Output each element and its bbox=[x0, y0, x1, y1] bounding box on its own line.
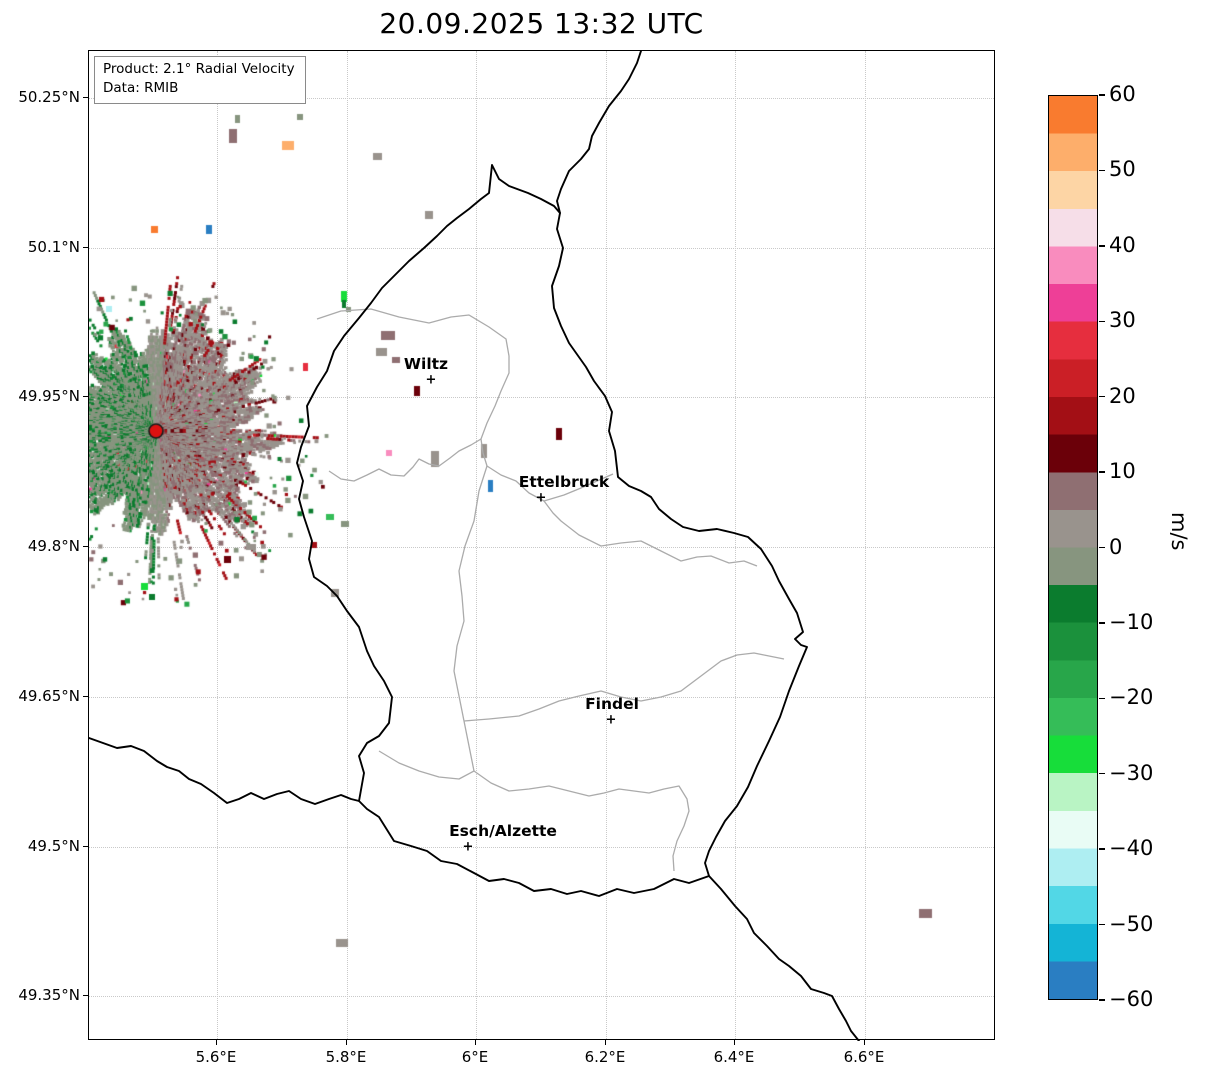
y-tick-mark bbox=[83, 846, 88, 848]
y-tick-mark bbox=[83, 396, 88, 398]
x-tick-label: 5.8°E bbox=[325, 1048, 367, 1066]
france-germany-border bbox=[708, 875, 860, 1041]
colorbar-tick-mark bbox=[1099, 923, 1105, 926]
colorbar-tick-mark bbox=[1099, 94, 1105, 96]
colorbar-tick-label: −60 bbox=[1109, 987, 1154, 1011]
y-tick-label: 49.35°N bbox=[18, 986, 80, 1004]
colorbar-tick-label: −10 bbox=[1109, 609, 1154, 634]
y-tick-mark bbox=[83, 247, 88, 249]
x-tick-mark bbox=[475, 1040, 477, 1045]
y-tick-label: 49.8°N bbox=[27, 537, 80, 555]
x-tick-mark bbox=[346, 1040, 348, 1045]
y-tick-label: 49.95°N bbox=[18, 387, 80, 405]
y-tick-mark bbox=[83, 995, 88, 997]
colorbar-tick-mark bbox=[1099, 395, 1105, 398]
canton-boundaries bbox=[316, 308, 785, 872]
colorbar-tick-label: −50 bbox=[1109, 911, 1154, 936]
x-tick-label: 6.6°E bbox=[843, 1048, 885, 1066]
colorbar-tick-label: 60 bbox=[1109, 82, 1136, 106]
colorbar-tick-mark bbox=[1099, 773, 1105, 775]
y-tick-label: 50.25°N bbox=[18, 88, 80, 106]
x-tick-mark bbox=[864, 1040, 866, 1045]
colorbar-tick-label: 50 bbox=[1109, 157, 1136, 182]
sure-river bbox=[328, 438, 482, 482]
colorbar-tick-mark bbox=[1099, 471, 1105, 473]
colorbar-tick-label: 0 bbox=[1109, 534, 1123, 559]
luxembourg-border bbox=[296, 164, 808, 897]
map-plot-area: + Wiltz + Ettelbruck + Findel + Esch/Alzette Pr… bbox=[88, 50, 996, 1041]
colorbar-tick-mark bbox=[1099, 622, 1105, 624]
belgium-france-border bbox=[89, 737, 360, 805]
y-tick-label: 50.1°N bbox=[27, 238, 80, 256]
colorbar-tick-label: 10 bbox=[1109, 459, 1136, 484]
colorbar-tick-label: −40 bbox=[1109, 836, 1154, 861]
colorbar-unit-label: m/s bbox=[1167, 512, 1191, 551]
x-tick-mark bbox=[734, 1040, 736, 1045]
radar-velocity-field bbox=[89, 51, 996, 1041]
y-tick-mark bbox=[83, 696, 88, 698]
x-tick-label: 6.4°E bbox=[713, 1048, 755, 1066]
colorbar-tick-mark bbox=[1099, 320, 1105, 322]
y-tick-label: 49.65°N bbox=[18, 687, 80, 705]
data-source-label: Data: RMIB bbox=[103, 80, 179, 97]
y-tick-label: 49.5°N bbox=[27, 837, 80, 855]
colorbar-tick-label: 40 bbox=[1109, 232, 1136, 257]
x-tick-label: 6.2°E bbox=[584, 1048, 626, 1066]
x-tick-mark bbox=[605, 1040, 607, 1045]
colorbar-tick-mark bbox=[1099, 245, 1105, 247]
colorbar bbox=[1048, 95, 1098, 1000]
colorbar-tick-label: 30 bbox=[1109, 308, 1136, 333]
colorbar-tick-mark bbox=[1099, 999, 1105, 1001]
x-tick-label: 6°E bbox=[461, 1048, 489, 1066]
colorbar-tick-mark bbox=[1099, 169, 1105, 172]
colorbar-tick-mark bbox=[1099, 546, 1105, 549]
colorbar-tick-mark bbox=[1099, 848, 1105, 850]
y-tick-mark bbox=[83, 97, 88, 99]
map-borders-layer bbox=[89, 51, 860, 1041]
colorbar-tick-label: −20 bbox=[1109, 685, 1154, 710]
product-info-box: Product: 2.1° Radial Velocity Data: RMIB bbox=[94, 56, 306, 105]
x-tick-label: 5.6°E bbox=[195, 1048, 237, 1066]
y-tick-mark bbox=[83, 546, 88, 548]
belgium-germany-border bbox=[556, 51, 642, 214]
colorbar-tick-label: 20 bbox=[1109, 383, 1136, 408]
figure-title: 20.09.2025 13:32 UTC bbox=[379, 7, 704, 40]
product-label: Product: 2.1° Radial Velocity bbox=[103, 61, 295, 77]
colorbar-tick-label: −30 bbox=[1109, 760, 1154, 785]
x-tick-mark bbox=[216, 1040, 218, 1045]
colorbar-tick-mark bbox=[1099, 697, 1105, 700]
